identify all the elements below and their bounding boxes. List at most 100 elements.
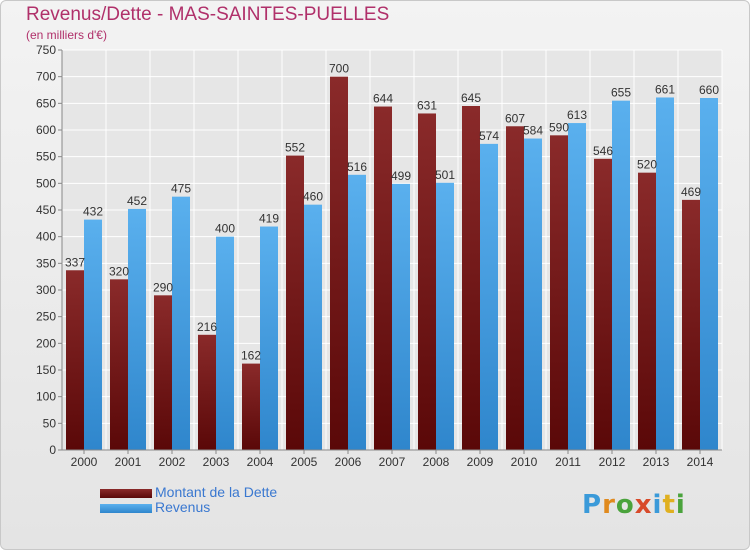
y-tick-label: 650: [36, 96, 56, 110]
y-tick-label: 100: [36, 390, 56, 404]
data-label-revenus: 475: [171, 182, 191, 196]
proxiti-logo: Proxiti: [582, 490, 686, 520]
chart-subtitle: (en milliers d'€): [26, 28, 107, 42]
bar-dette: [418, 113, 436, 450]
data-label-revenus: 516: [347, 160, 367, 174]
bar-dette: [154, 295, 172, 450]
data-label-dette: 552: [285, 141, 305, 155]
bar-revenus: [172, 196, 190, 450]
y-tick-label: 700: [36, 70, 56, 84]
data-label-revenus: 432: [83, 205, 103, 219]
y-tick-label: 350: [36, 256, 56, 270]
y-tick-label: 400: [36, 230, 56, 244]
bar-dette: [462, 106, 480, 450]
data-label-dette: 590: [549, 120, 569, 134]
bar-dette: [242, 363, 260, 450]
bar-revenus: [480, 143, 498, 450]
data-label-dette: 644: [373, 92, 393, 106]
y-tick-label: 750: [36, 43, 56, 57]
bar-revenus: [436, 182, 454, 451]
bar-dette: [330, 76, 348, 451]
legend-swatch-dette: [100, 489, 152, 498]
x-tick-label: 2006: [335, 455, 362, 469]
data-label-revenus: 574: [479, 129, 499, 143]
data-label-revenus: 655: [611, 86, 631, 100]
x-tick-label: 2009: [467, 455, 494, 469]
x-tick-label: 2004: [247, 455, 274, 469]
bar-revenus: [216, 236, 234, 450]
x-tick-label: 2003: [203, 455, 230, 469]
logo-letter: i: [675, 490, 686, 520]
data-label-revenus: 499: [391, 169, 411, 183]
data-label-dette: 290: [153, 280, 173, 294]
bar-dette: [66, 270, 84, 450]
x-tick-label: 2011: [555, 455, 581, 469]
data-label-dette: 216: [197, 320, 217, 334]
bar-dette: [198, 334, 216, 450]
data-label-dette: 645: [461, 91, 481, 105]
logo-letter: o: [615, 490, 635, 520]
logo-letter: i: [652, 490, 663, 520]
y-tick-label: 300: [36, 283, 56, 297]
legend-label-revenus: Revenus: [155, 499, 211, 515]
data-label-revenus: 419: [259, 212, 279, 226]
data-label-revenus: 400: [215, 222, 235, 236]
logo-letter: r: [602, 490, 616, 520]
y-tick-label: 600: [36, 123, 56, 137]
legend-label-dette: Montant de la Dette: [155, 484, 278, 500]
bar-revenus: [568, 123, 586, 451]
data-label-revenus: 452: [127, 194, 147, 208]
data-label-revenus: 501: [435, 168, 455, 182]
data-label-dette: 320: [109, 264, 129, 278]
x-tick-label: 2000: [71, 455, 98, 469]
bar-revenus: [304, 204, 322, 450]
bar-revenus: [84, 219, 102, 450]
data-label-dette: 700: [329, 62, 349, 76]
y-tick-label: 550: [36, 150, 56, 164]
bar-dette: [594, 158, 612, 451]
bar-dette: [638, 172, 656, 450]
data-label-dette: 162: [241, 349, 261, 363]
y-tick-label: 0: [49, 443, 56, 457]
chart-title: Revenus/Dette - MAS-SAINTES-PUELLES: [26, 4, 390, 25]
x-tick-label: 2012: [599, 455, 626, 469]
y-tick-label: 500: [36, 176, 56, 190]
bar-revenus: [128, 208, 146, 450]
bar-dette: [286, 155, 304, 450]
data-label-dette: 546: [593, 144, 613, 158]
data-label-revenus: 661: [655, 82, 675, 96]
x-tick-label: 2007: [379, 455, 406, 469]
bar-revenus: [656, 97, 674, 450]
y-tick-label: 50: [43, 416, 57, 430]
logo-letter: t: [662, 490, 676, 520]
bar-revenus: [260, 226, 278, 450]
y-tick-label: 150: [36, 363, 56, 377]
bar-dette: [374, 106, 392, 451]
bar-dette: [682, 199, 700, 450]
data-label-dette: 520: [637, 158, 657, 172]
y-tick-label: 200: [36, 336, 56, 350]
data-label-revenus: 584: [523, 124, 543, 138]
x-tick-label: 2010: [511, 455, 538, 469]
bar-revenus: [524, 138, 542, 451]
data-label-revenus: 660: [699, 83, 719, 97]
x-tick-label: 2014: [687, 455, 714, 469]
bar-revenus: [392, 183, 410, 450]
y-tick-label: 250: [36, 310, 56, 324]
legend-swatch-revenus: [100, 504, 152, 513]
data-label-dette: 631: [417, 98, 437, 112]
x-tick-label: 2005: [291, 455, 318, 469]
x-tick-label: 2008: [423, 455, 450, 469]
bar-dette: [110, 279, 128, 450]
x-tick-label: 2001: [115, 455, 142, 469]
data-label-revenus: 613: [567, 108, 587, 122]
bar-dette: [506, 126, 524, 451]
data-label-revenus: 460: [303, 190, 323, 204]
x-tick-label: 2002: [159, 455, 186, 469]
bar-revenus: [700, 98, 718, 450]
bar-revenus: [348, 174, 366, 451]
bar-revenus: [612, 100, 630, 451]
logo-letter: x: [634, 490, 653, 520]
data-label-dette: 337: [65, 255, 85, 269]
